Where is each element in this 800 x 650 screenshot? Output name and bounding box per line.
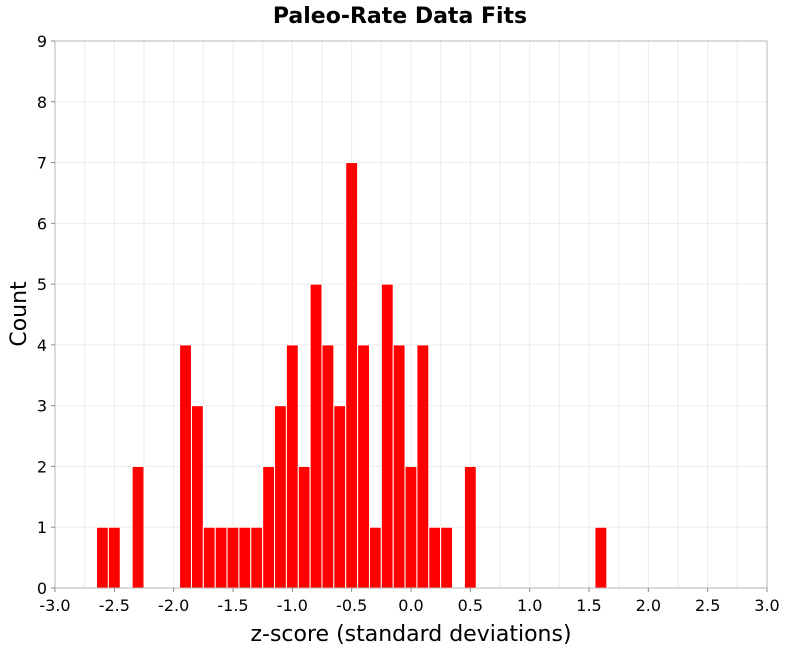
- histogram-bar: [321, 344, 335, 589]
- histogram-bar: [357, 344, 370, 589]
- histogram-bar: [297, 465, 311, 589]
- histogram-bar: [463, 465, 477, 589]
- y-tick-label: 8: [37, 93, 47, 112]
- x-tick-label: -0.5: [336, 596, 367, 615]
- histogram-bar: [274, 405, 287, 589]
- x-tick-label: 1.5: [576, 596, 601, 615]
- y-tick-label: 9: [37, 32, 47, 51]
- y-tick-label: 1: [37, 518, 47, 537]
- y-tick-label: 2: [37, 457, 47, 476]
- histogram-bar: [107, 526, 121, 589]
- histogram-bar: [594, 526, 608, 589]
- x-tick-label: -1.0: [277, 596, 308, 615]
- histogram-bar: [96, 526, 109, 589]
- y-tick-label: 3: [37, 397, 47, 416]
- x-tick-label: -2.0: [158, 596, 189, 615]
- histogram-bar: [392, 344, 406, 589]
- histogram-bar: [309, 283, 323, 589]
- y-tick-label: 5: [37, 275, 47, 294]
- histogram-bar: [179, 344, 192, 589]
- histogram-bar: [416, 344, 430, 589]
- histogram-bar: [285, 344, 299, 589]
- histogram-bar: [131, 465, 145, 589]
- histogram-bar: [238, 526, 252, 589]
- chart-title: Paleo-Rate Data Fits: [273, 4, 527, 29]
- bars: [96, 162, 608, 589]
- histogram-bar: [440, 526, 454, 589]
- x-tick-label: 2.0: [636, 596, 661, 615]
- histogram-bar: [250, 526, 264, 589]
- histogram-bar: [262, 465, 276, 589]
- histogram-bar: [202, 526, 216, 589]
- x-axis-ticks: -3.0 -2.5 -2.0 -1.5 -1.0 -0.5 0.0 0.5 1.0 1.5 2.0 2…: [39, 588, 780, 615]
- y-axis-label: Count: [7, 281, 32, 347]
- x-tick-label: -3.0: [39, 596, 70, 615]
- histogram-bar: [333, 405, 347, 589]
- y-tick-label: 0: [37, 579, 47, 598]
- y-tick-label: 7: [37, 154, 47, 173]
- histogram-bar: [428, 526, 442, 589]
- histogram-bar: [214, 526, 228, 589]
- x-tick-label: -2.5: [99, 596, 130, 615]
- histogram-bar: [368, 526, 382, 589]
- y-tick-label: 4: [37, 336, 47, 355]
- x-tick-label: 2.5: [695, 596, 720, 615]
- histogram-bar: [226, 526, 240, 589]
- x-tick-label: 0.5: [458, 596, 483, 615]
- x-tick-label: 3.0: [754, 596, 779, 615]
- y-tick-label: 6: [37, 214, 47, 233]
- x-axis-label: z-score (standard deviations): [250, 622, 571, 647]
- x-tick-label: 0.0: [398, 596, 423, 615]
- x-tick-label: 1.0: [517, 596, 542, 615]
- x-tick-label: -1.5: [217, 596, 248, 615]
- histogram-bar: [404, 465, 418, 589]
- histogram-bar: [345, 162, 359, 589]
- histogram-bar: [380, 283, 394, 589]
- y-axis-ticks: 0 1 2 3 4 5 6 7 8 9: [37, 32, 55, 598]
- histogram-bar: [190, 405, 204, 589]
